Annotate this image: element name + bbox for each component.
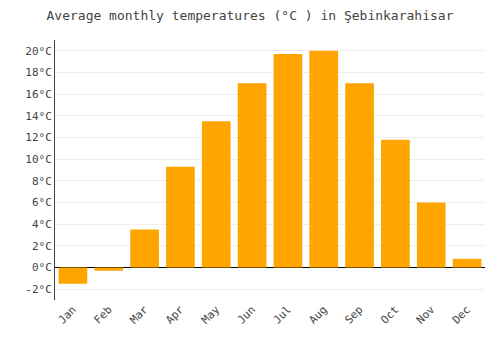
svg-text:May: May xyxy=(199,303,223,327)
svg-text:16°C: 16°C xyxy=(25,88,52,101)
svg-text:Nov: Nov xyxy=(414,303,438,327)
svg-text:6°C: 6°C xyxy=(32,196,52,209)
svg-text:Sep: Sep xyxy=(342,303,365,326)
svg-text:2°C: 2°C xyxy=(32,240,52,253)
svg-text:12°C: 12°C xyxy=(25,131,52,144)
svg-text:Mar: Mar xyxy=(127,303,151,327)
svg-text:Apr: Apr xyxy=(163,303,187,327)
svg-text:-2°C: -2°C xyxy=(25,283,52,296)
svg-text:Jul: Jul xyxy=(271,303,294,326)
svg-text:Oct: Oct xyxy=(378,303,401,326)
svg-text:4°C: 4°C xyxy=(32,218,52,231)
svg-text:20°C: 20°C xyxy=(25,45,52,58)
svg-text:8°C: 8°C xyxy=(32,175,52,188)
svg-text:Jan: Jan xyxy=(56,303,79,326)
svg-text:14°C: 14°C xyxy=(25,110,52,123)
svg-text:10°C: 10°C xyxy=(25,153,52,166)
svg-text:Average monthly temperatures (: Average monthly temperatures (°C ) in Şe… xyxy=(47,8,454,23)
svg-text:18°C: 18°C xyxy=(25,66,52,79)
svg-text:Dec: Dec xyxy=(450,303,473,326)
svg-text:0°C: 0°C xyxy=(32,261,52,274)
svg-text:Feb: Feb xyxy=(92,303,115,326)
svg-text:Jun: Jun xyxy=(235,303,258,326)
svg-text:Aug: Aug xyxy=(307,303,330,326)
